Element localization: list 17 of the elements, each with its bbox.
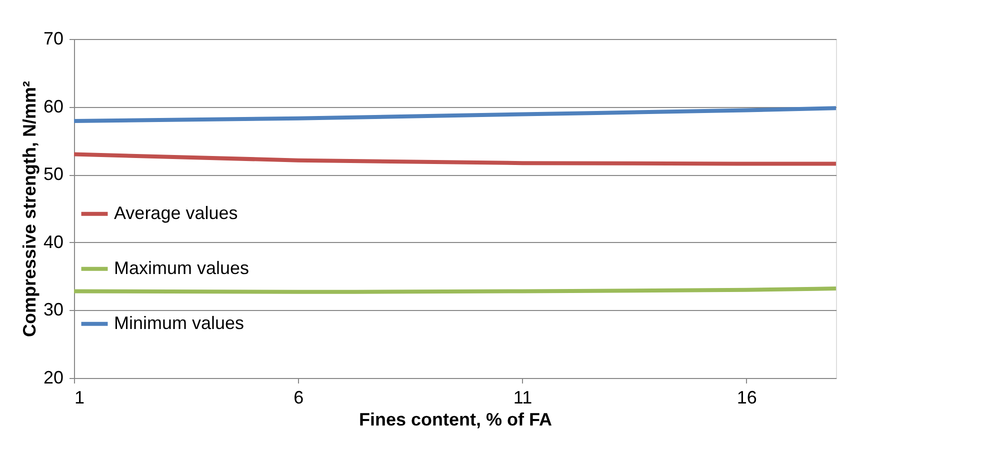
y-tick-label: 60 [43, 96, 64, 116]
y-tick-label: 50 [43, 164, 64, 184]
x-tick-label: 11 [513, 388, 532, 408]
y-tick-label: 30 [43, 300, 64, 320]
x-axis-title: Fines content, % of FA [358, 410, 552, 430]
x-tick-label: 6 [294, 388, 304, 408]
legend-label: Minimum values [114, 312, 244, 333]
legend-label: Maximum values [114, 258, 250, 278]
y-tick-label: 70 [43, 28, 64, 48]
line-series [72, 152, 838, 166]
x-tick-label: 16 [736, 388, 757, 408]
x-tick-label: 1 [74, 388, 85, 408]
legend-label: Average values [114, 202, 238, 223]
y-tick-label: 20 [43, 368, 64, 388]
line-series [72, 106, 838, 124]
y-axis-title: Compressive strength, N/mm² [19, 80, 40, 338]
y-tick-label: 40 [43, 232, 64, 252]
